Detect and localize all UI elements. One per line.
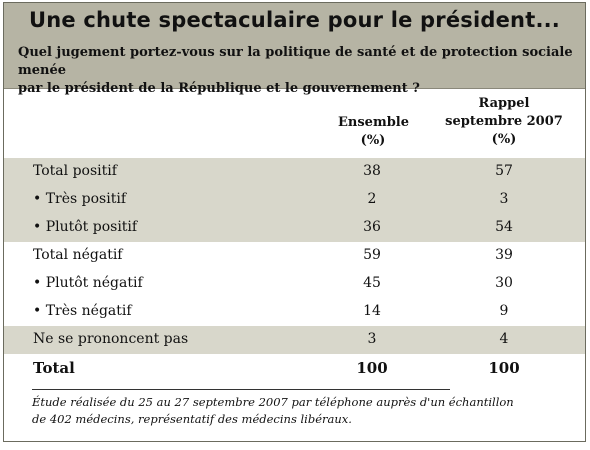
header-band: Une chute spectaculaire pour le présiden… [4, 3, 585, 96]
row-value-ensemble: 38 [363, 163, 381, 179]
footnote-line-2: de 402 médecins, représentatif des médec… [32, 412, 352, 426]
question-line-1: Quel jugement portez-vous sur la politiq… [18, 45, 573, 78]
column-header-ensemble: Ensemble (%) [338, 114, 410, 150]
table-row: • Plutôt négatif 45 30 [4, 270, 585, 298]
column-header-ensemble-unit: (%) [360, 133, 386, 148]
row-value-rappel: 57 [495, 163, 513, 179]
table-row: Total positif 38 57 [4, 158, 585, 186]
column-header-ensemble-label: Ensemble [338, 115, 410, 130]
column-header-rappel-date: septembre 2007 [445, 114, 563, 129]
row-value-rappel: 4 [499, 331, 509, 347]
row-value-ensemble: 59 [363, 247, 381, 263]
row-label: • Plutôt positif [33, 219, 138, 235]
table-title: Une chute spectaculaire pour le présiden… [29, 8, 560, 32]
table-row: Total négatif 59 39 [4, 242, 585, 270]
row-value-rappel: 100 [488, 359, 520, 377]
footnote-divider [32, 389, 450, 390]
table-row: • Très négatif 14 9 [4, 298, 585, 326]
row-value-ensemble: 14 [363, 303, 381, 319]
row-label: Total [33, 359, 75, 377]
row-value-ensemble: 2 [367, 191, 377, 207]
question-line-2: par le président de la République et le … [18, 81, 420, 96]
table-frame: Une chute spectaculaire pour le présiden… [3, 2, 586, 442]
row-label: • Plutôt négatif [33, 275, 143, 291]
row-value-ensemble: 36 [363, 219, 381, 235]
row-label: Total positif [33, 163, 117, 179]
table-row: • Plutôt positif 36 54 [4, 214, 585, 242]
row-label: • Très positif [33, 191, 126, 207]
row-value-rappel: 39 [495, 247, 513, 263]
footnote-line-1: Étude réalisée du 25 au 27 septembre 200… [32, 395, 514, 409]
table-row: • Très positif 2 3 [4, 186, 585, 214]
row-value-rappel: 9 [499, 303, 509, 319]
row-value-ensemble: 100 [356, 359, 388, 377]
survey-question: Quel jugement portez-vous sur la politiq… [18, 44, 578, 98]
row-label: • Très négatif [33, 303, 132, 319]
table-row-total: Total 100 100 [4, 354, 585, 382]
row-value-rappel: 54 [495, 219, 513, 235]
row-value-rappel: 30 [495, 275, 513, 291]
row-label: Ne se prononcent pas [33, 331, 189, 347]
table-row: Ne se prononcent pas 3 4 [4, 326, 585, 354]
footnote: Étude réalisée du 25 au 27 septembre 200… [32, 394, 582, 428]
column-header-rappel: Rappel septembre 2007 (%) [444, 95, 564, 149]
column-header-rappel-label: Rappel [478, 96, 530, 111]
column-header-rappel-unit: (%) [491, 132, 517, 147]
row-value-ensemble: 3 [367, 331, 377, 347]
row-label: Total négatif [33, 247, 123, 263]
row-value-rappel: 3 [499, 191, 509, 207]
row-value-ensemble: 45 [363, 275, 381, 291]
